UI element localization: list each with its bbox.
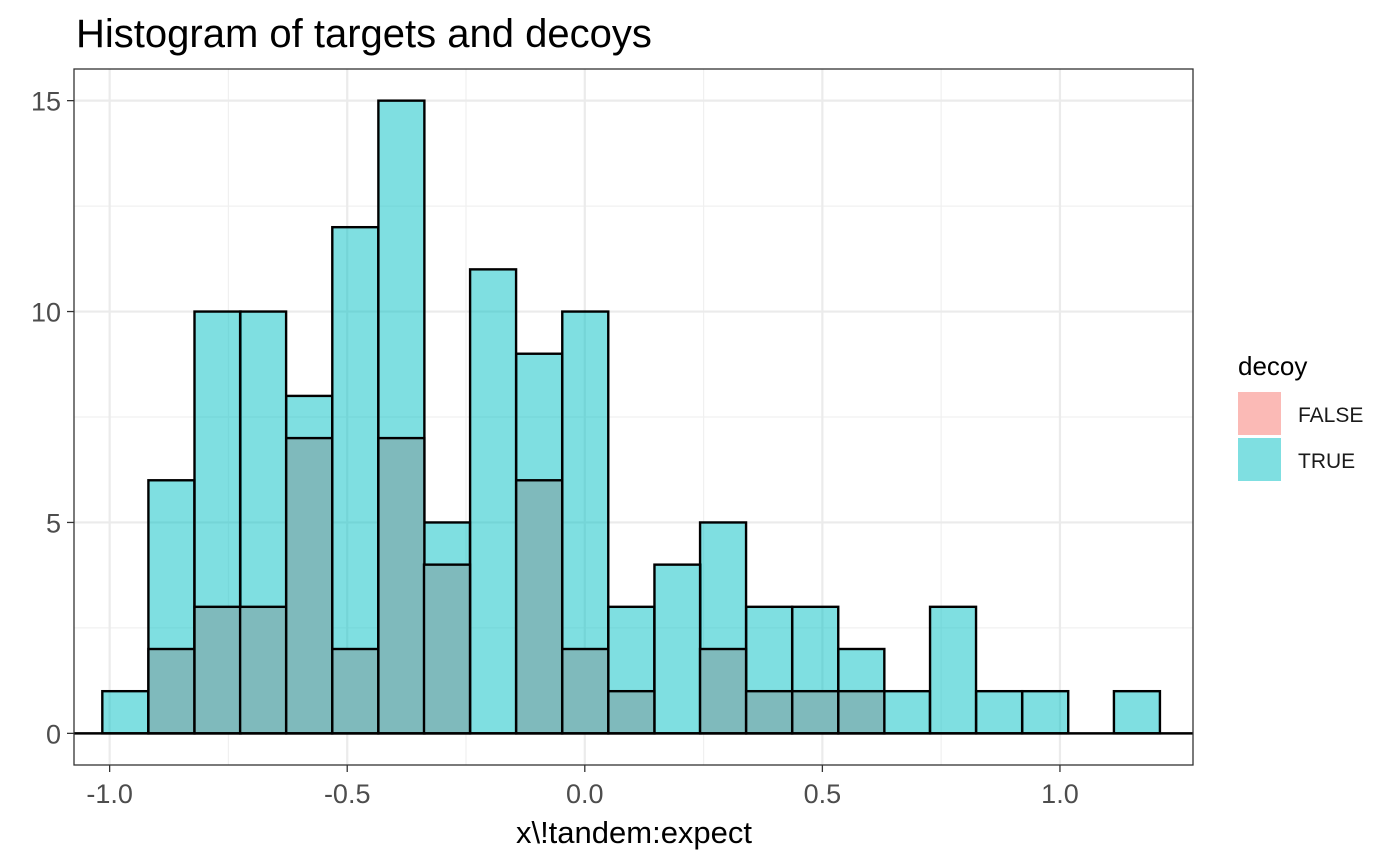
y-tick-label: 5 bbox=[46, 508, 61, 538]
legend-title: decoy bbox=[1238, 351, 1307, 381]
y-axis-ticks: 0 5 10 15 bbox=[31, 87, 74, 749]
bar-true bbox=[101, 689, 150, 735]
bar-true bbox=[468, 268, 518, 735]
x-axis-title: x\!tandem:expect bbox=[516, 815, 752, 850]
x-tick-label: 0.5 bbox=[804, 779, 842, 809]
bar-false bbox=[744, 689, 794, 735]
y-tick-label: 10 bbox=[31, 298, 61, 328]
y-tick-label: 15 bbox=[31, 87, 61, 117]
bar-false bbox=[422, 563, 472, 735]
x-tick-label: 0.0 bbox=[566, 779, 604, 809]
bars-false-series bbox=[147, 436, 886, 735]
bar-false bbox=[607, 689, 656, 735]
y-tick-label: 0 bbox=[46, 719, 61, 749]
legend: decoy FALSE TRUE bbox=[1238, 351, 1363, 481]
bar-false bbox=[377, 436, 426, 735]
bar-false bbox=[698, 647, 748, 735]
bar-false bbox=[238, 605, 288, 735]
x-axis-ticks: -1.0 -0.5 0.0 0.5 1.0 bbox=[86, 765, 1079, 809]
legend-label-false: FALSE bbox=[1298, 404, 1363, 427]
legend-key-false bbox=[1238, 392, 1281, 435]
bar-true bbox=[882, 689, 932, 735]
bar-true bbox=[974, 689, 1024, 735]
bar-true bbox=[653, 563, 702, 735]
bar-false bbox=[331, 647, 380, 735]
chart-title: Histogram of targets and decoys bbox=[76, 12, 652, 56]
bar-false bbox=[285, 436, 334, 735]
bar-true bbox=[1112, 689, 1162, 735]
bar-true bbox=[928, 605, 978, 735]
x-tick-label: -0.5 bbox=[324, 779, 371, 809]
plot-panel-border bbox=[73, 68, 1194, 766]
bar-false bbox=[791, 689, 840, 735]
bar-false bbox=[147, 647, 196, 735]
legend-key-true bbox=[1238, 438, 1281, 481]
grid-minor bbox=[74, 69, 1193, 765]
bar-true bbox=[1021, 689, 1070, 735]
bar-false bbox=[561, 647, 610, 735]
legend-items: FALSE TRUE bbox=[1238, 392, 1363, 481]
x-tick-label: -1.0 bbox=[86, 779, 133, 809]
legend-label-true: TRUE bbox=[1298, 450, 1355, 473]
bar-false bbox=[514, 479, 564, 735]
x-tick-label: 1.0 bbox=[1041, 779, 1079, 809]
bar-false bbox=[193, 605, 242, 735]
bar-false bbox=[837, 689, 886, 735]
